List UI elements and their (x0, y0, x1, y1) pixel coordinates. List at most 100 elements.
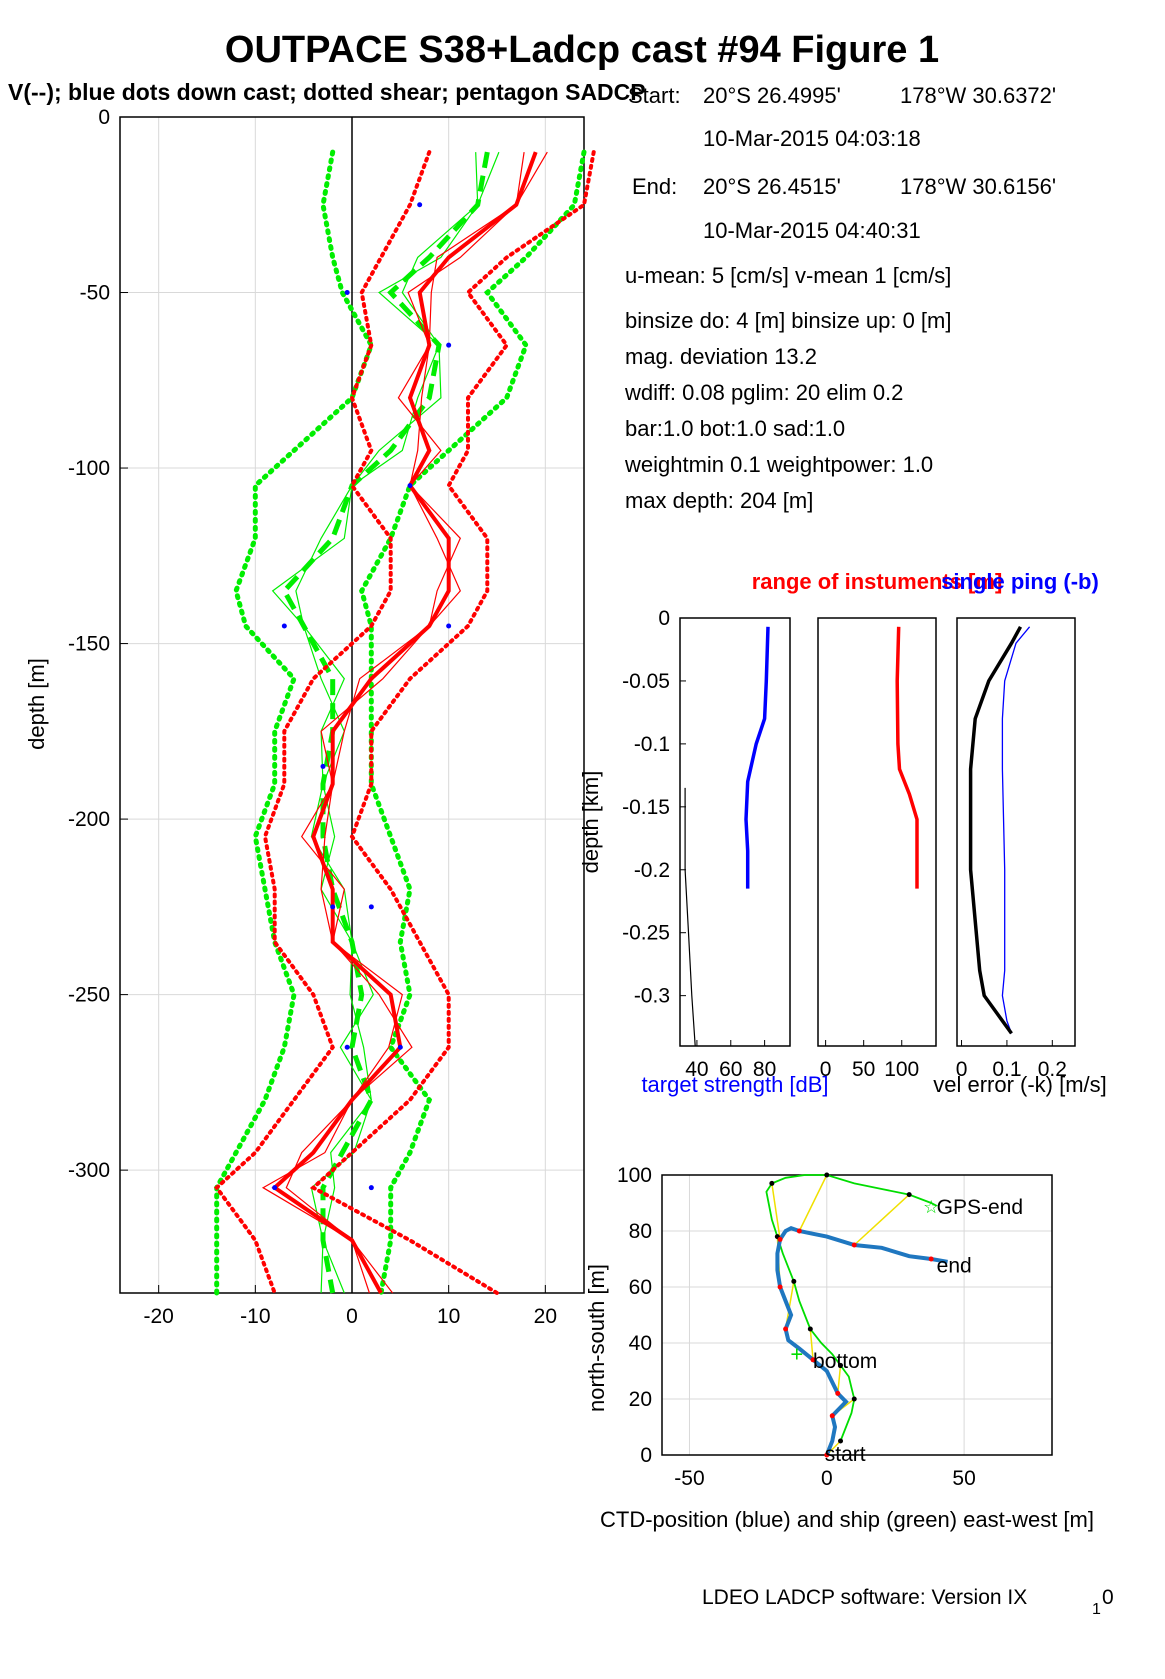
vel-error-title: single ping (-b) (941, 569, 1099, 594)
target-strength-panel: target strength [dB] depth [km] 40 60 80 0 -… (578, 607, 829, 1097)
velocity-tick-label-x: 10 (437, 1305, 460, 1328)
positions-tick-label-y: 100 (617, 1164, 652, 1187)
velocity-downcast-dot (344, 290, 350, 296)
info-label: End: (632, 174, 677, 199)
target-strength-tick-label-y: -0.05 (622, 670, 670, 693)
info-line: wdiff: 0.08 pglim: 20 elim 0.2 (624, 380, 903, 405)
info-label: Start: (628, 83, 681, 108)
gps-end-label: GPS-end (937, 1196, 1023, 1219)
velocity-series-v-shear-upper (359, 149, 587, 1296)
target-strength-tick-label-y: -0.15 (622, 796, 670, 819)
target-strength-line (744, 626, 770, 889)
target-strength-tick-label-y: 0 (658, 607, 670, 630)
range-frame (817, 617, 937, 1047)
ship-sample-dot (807, 1326, 813, 1332)
start-label: start (825, 1443, 866, 1466)
ship-sample-dot (824, 1172, 830, 1178)
positions-panel: CTD-position (blue) and ship (green) eas… (584, 1164, 1094, 1532)
velocity-tick-label-y: -300 (68, 1159, 110, 1182)
velocity-downcast-dot (446, 623, 452, 629)
info-line: u-mean: 5 [cm/s] v-mean 1 [cm/s] (625, 263, 951, 288)
vel-error-tick-label-x: 0 (956, 1058, 968, 1081)
ctd-sample-dot (829, 1413, 835, 1419)
target-strength-tick-label-y: -0.25 (622, 922, 670, 945)
footer: LDEO LADCP software: Version IX 1 0 (702, 1586, 1114, 1618)
velocity-tick-label-x: 20 (534, 1305, 557, 1328)
bottom-marker: + (790, 1342, 803, 1367)
target-strength-tick-label-x: 60 (719, 1058, 742, 1081)
ship-sample-dot (791, 1278, 797, 1284)
cast-info-block: Start: 20°S 26.4995' 178°W 30.6372' 10-Mar-… (624, 83, 1056, 513)
ship-sample-dot (769, 1180, 775, 1186)
positions-tick-label-y: 0 (640, 1444, 652, 1467)
info-lon: 178°W 30.6372' (900, 83, 1056, 108)
velocity-tick-label-y: 0 (98, 106, 110, 129)
positions-connector (798, 1174, 828, 1232)
ctd-sample-dot (851, 1242, 857, 1248)
end-label: end (937, 1255, 972, 1278)
ship-track-line (765, 1174, 938, 1442)
range-tick-label-x: 0 (820, 1058, 832, 1081)
velocity-downcast-dot (407, 483, 413, 489)
ship-sample-dot (851, 1396, 857, 1402)
target-strength-xlabel: target strength [dB] (641, 1072, 828, 1097)
figure-title: OUTPACE S38+Ladcp cast #94 Figure 1 (225, 29, 939, 71)
velocity-tick-label-y: -150 (68, 633, 110, 656)
target-strength-tick-label-x: 40 (685, 1058, 708, 1081)
velocity-downcast-dot (272, 1185, 278, 1191)
velocity-frame (119, 116, 585, 1294)
velocity-profile-panel: depth [m] -20 -10 0 10 200-50-100-150-200-25… (24, 106, 596, 1328)
velocity-downcast-dot (368, 1185, 374, 1191)
ctd-sample-dot (777, 1284, 783, 1290)
velocity-downcast-dot (446, 342, 452, 348)
positions-ylabel: north-south [m] (584, 1264, 609, 1412)
vel-error-tick-label-x: 0.2 (1038, 1058, 1067, 1081)
footer-tail: 0 (1102, 1586, 1114, 1609)
ctd-sample-dot (777, 1236, 783, 1242)
ctd-sample-dot (796, 1228, 802, 1234)
vel-error-frame (956, 617, 1076, 1047)
bottom-label: bottom (813, 1350, 877, 1373)
velocity-downcast-dot (417, 202, 423, 208)
info-lat: 20°S 26.4995' (703, 83, 841, 108)
target-strength-frame (679, 617, 791, 1047)
range-tick-label-x: 50 (852, 1058, 875, 1081)
positions-connector (771, 1183, 781, 1240)
velocity-downcast-dot (397, 1044, 403, 1050)
info-time: 10-Mar-2015 04:40:31 (703, 218, 921, 243)
velocity-series-u-mean (271, 151, 538, 1294)
ctd-sample-dot (928, 1256, 934, 1262)
ctd-track-line (775, 1226, 948, 1456)
positions-connector (809, 1328, 814, 1360)
positions-tick-label-y: 60 (629, 1276, 652, 1299)
velocity-series-u-shear-upper (309, 150, 596, 1295)
info-lat: 20°S 26.4515' (703, 174, 841, 199)
ship-sample-dot (838, 1438, 844, 1444)
velocity-series-v-cast (271, 152, 479, 1294)
positions-tick-label-y: 20 (629, 1388, 652, 1411)
info-line: mag. deviation 13.2 (625, 344, 817, 369)
footer-text: LDEO LADCP software: Version IX (702, 1586, 1027, 1609)
velocity-downcast-dot (320, 763, 326, 769)
velocity-tick-label-x: -20 (143, 1305, 173, 1328)
velocity-tick-label-x: -10 (240, 1305, 270, 1328)
gps-end-marker: ☆ (923, 1197, 939, 1217)
target-strength-tick-label-y: -0.1 (634, 733, 670, 756)
velocity-downcast-dot (344, 1044, 350, 1050)
positions-tick-label-x: -50 (674, 1467, 704, 1490)
ctd-sample-dot (783, 1326, 789, 1332)
ship-sample-dot (838, 1362, 844, 1368)
info-line: binsize do: 4 [m] binsize up: 0 [m] (625, 308, 952, 333)
single-ping-line (1001, 626, 1031, 1034)
velocity-tick-label-y: -100 (68, 457, 110, 480)
positions-frame (661, 1174, 1053, 1456)
range-panel: range of instuments [m] 0 50 100 (752, 569, 1003, 1081)
info-line: max depth: 204 [m] (625, 488, 813, 513)
target-strength-tick-label-y: -0.3 (634, 985, 670, 1008)
ctd-sample-dot (835, 1390, 841, 1396)
vel-error-panel: single ping (-b) vel error (-k) [m/s] 0 0… (933, 569, 1107, 1097)
velocity-downcast-dot (330, 904, 336, 910)
vel-error-tick-label-x: 0.1 (992, 1058, 1021, 1081)
velocity-downcast-dot (281, 623, 287, 629)
positions-tick-label-y: 40 (629, 1332, 652, 1355)
